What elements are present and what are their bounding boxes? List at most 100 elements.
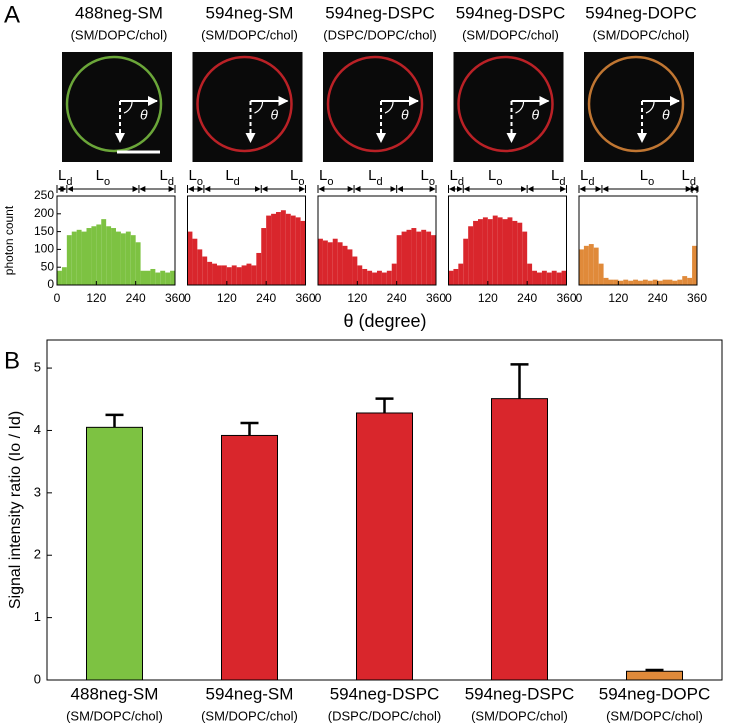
x-tick-sublabel: (SM/DOPC/chol) — [201, 708, 298, 723]
hist-bar — [677, 279, 683, 285]
angle-symbol: θ — [662, 107, 670, 123]
hist-bar — [327, 242, 333, 285]
hist-bar — [145, 270, 151, 285]
x-tick-label: 120 — [347, 291, 367, 305]
y-tick-label: 2 — [34, 547, 41, 562]
image-frame — [453, 52, 564, 162]
hist-bar — [623, 279, 629, 285]
hist-bar — [217, 265, 222, 285]
hist-bar — [372, 272, 377, 285]
y-tick-label: 1 — [34, 609, 41, 624]
micrograph: θ — [323, 52, 433, 162]
y-tick-label: 200 — [34, 206, 54, 220]
hist-bar — [192, 238, 198, 285]
x-tick-label: 360 — [687, 291, 707, 305]
x-tick-label: 240 — [648, 291, 668, 305]
bar — [491, 398, 548, 681]
x-tick-label: 120 — [608, 291, 628, 305]
hist-bar — [463, 238, 469, 285]
hist-bar — [426, 231, 432, 285]
hist-bar — [347, 249, 353, 285]
hist-bar — [628, 280, 634, 285]
y-tick-label: 250 — [34, 188, 54, 202]
hist-bar — [241, 265, 247, 285]
bar — [86, 426, 143, 681]
hist-bar — [687, 277, 693, 285]
panel-subtitle: (SM/DOPC/chol) — [593, 27, 690, 42]
hist-bar — [111, 228, 116, 285]
x-tick-sublabel: (SM/DOPC/chol) — [606, 708, 703, 723]
panel-title: 594neg-DOPC — [585, 3, 697, 22]
hist-bar — [120, 233, 126, 285]
x-tick-sublabel: (DSPC/DOPC/chol) — [328, 708, 441, 723]
hist-bar — [487, 219, 493, 285]
angle-symbol: θ — [532, 107, 540, 123]
hist-bar — [512, 220, 518, 285]
region-label: Lo — [290, 167, 304, 188]
angle-symbol: θ — [140, 107, 148, 123]
hist-bar — [322, 240, 328, 285]
panel-label: B — [4, 347, 20, 374]
hist-bar — [337, 242, 343, 285]
hist-bar — [396, 235, 402, 285]
x-tick-label: 0 — [576, 291, 583, 305]
panel-subtitle: (SM/DOPC/chol) — [71, 27, 168, 42]
hist-bar — [633, 279, 638, 285]
hist-bar — [682, 276, 688, 285]
angle-symbol: θ — [401, 107, 409, 123]
x-tick-sublabel: (SM/DOPC/chol) — [471, 708, 568, 723]
bar — [221, 434, 278, 681]
hist-bar — [561, 270, 567, 285]
hist-bar — [401, 231, 407, 285]
hist-bar — [236, 267, 242, 285]
image-frame — [323, 52, 433, 162]
hist-bar — [391, 263, 397, 285]
hist-bar — [202, 256, 208, 285]
x-tick-label: 360 — [295, 291, 315, 305]
hist-bar — [116, 231, 121, 285]
hist-bar — [130, 235, 136, 285]
hist-bar — [86, 228, 92, 285]
hist-bar — [468, 226, 474, 285]
region-label: Ld — [225, 167, 239, 188]
angle-arc — [123, 100, 133, 114]
hist-bar — [647, 280, 653, 285]
region-label: Ld — [551, 167, 565, 188]
hist-bar — [692, 245, 697, 285]
hist-bar — [517, 222, 523, 285]
panel-subtitle: (DSPC/DOPC/chol) — [323, 27, 436, 42]
vesicle — [65, 55, 163, 153]
hist-bar — [197, 249, 203, 285]
hist-bar — [551, 270, 557, 285]
region-label: Lo — [319, 167, 333, 188]
panel-title: 594neg-SM — [206, 3, 294, 22]
hist-bar — [165, 272, 171, 285]
region-label: Lo — [488, 167, 502, 188]
angle-arc — [384, 100, 394, 114]
x-tick-label: 120 — [217, 291, 237, 305]
hist-bar — [155, 272, 161, 285]
hist-bar — [492, 215, 498, 285]
hist-bar — [332, 238, 338, 285]
hist-bar — [71, 231, 77, 285]
hist-bar — [57, 270, 62, 285]
hist-bar — [588, 244, 594, 285]
hist-bar — [421, 229, 427, 285]
hist-bar — [221, 265, 227, 285]
hist-bar — [101, 219, 107, 285]
y-tick-label: 100 — [34, 242, 54, 256]
region-label: Ld — [58, 167, 72, 188]
hist-bar — [135, 242, 141, 285]
hist-bar — [502, 219, 508, 285]
hist-bar — [61, 267, 67, 285]
hist-bar — [613, 279, 619, 285]
x-tick-label: 240 — [126, 291, 146, 305]
hist-bar — [416, 231, 422, 285]
hist-bar — [386, 270, 392, 285]
hist-bar — [672, 280, 678, 285]
plot-frame — [578, 195, 698, 286]
plot-frame — [56, 195, 176, 286]
hist-bar — [657, 280, 663, 285]
y-tick-label: 150 — [34, 224, 54, 238]
x-tick-label: 240 — [256, 291, 276, 305]
